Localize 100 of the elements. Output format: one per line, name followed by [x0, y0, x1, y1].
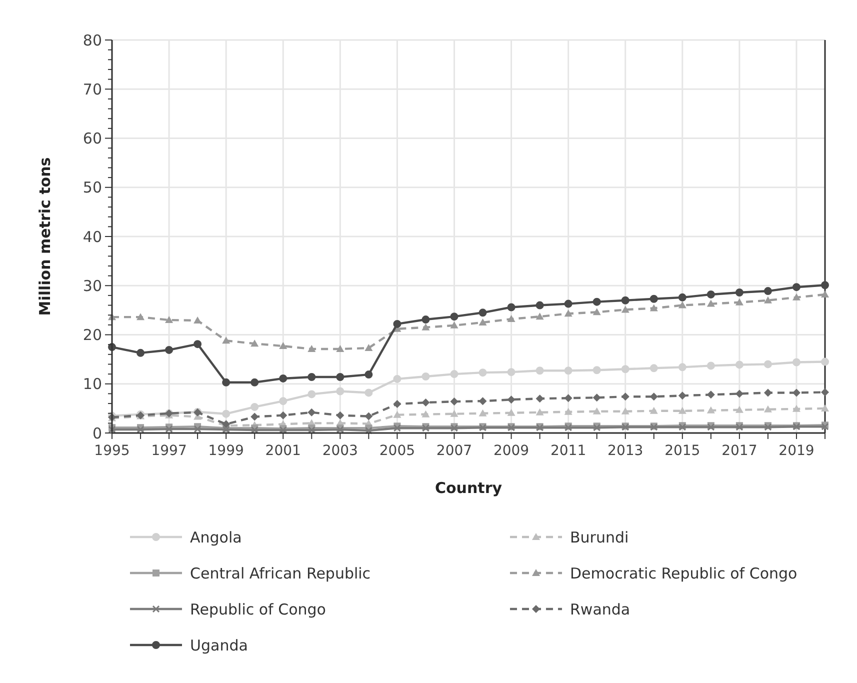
point — [564, 394, 572, 402]
point — [592, 394, 601, 402]
point — [678, 392, 686, 400]
point — [478, 397, 487, 406]
x-tick-label: 2019 — [778, 443, 814, 459]
point — [165, 316, 174, 324]
point — [764, 296, 772, 304]
point — [393, 410, 402, 418]
y-tick-label: 50 — [82, 178, 102, 197]
point — [536, 301, 544, 310]
point — [364, 426, 372, 434]
point — [792, 388, 800, 397]
point — [393, 400, 402, 408]
point — [650, 364, 658, 372]
point — [678, 363, 686, 372]
x-tick-label: 2013 — [608, 443, 644, 459]
x-tick-label: 2001 — [265, 443, 301, 459]
y-tick-label: 0 — [92, 424, 102, 442]
x-axis-title: Country — [434, 479, 502, 497]
point — [422, 316, 430, 324]
y-tick-label: 30 — [82, 276, 102, 295]
y-tick-label: 60 — [82, 130, 102, 148]
point — [650, 406, 658, 414]
point — [792, 358, 800, 366]
point — [592, 298, 601, 306]
point — [507, 368, 516, 376]
point — [650, 304, 658, 312]
point — [792, 293, 800, 300]
point — [308, 390, 316, 398]
point — [250, 402, 259, 411]
point — [308, 408, 316, 416]
point — [450, 398, 458, 406]
x-tick-label: 2005 — [379, 443, 416, 459]
point — [194, 425, 202, 433]
point — [621, 407, 630, 414]
point — [592, 308, 601, 316]
point — [536, 408, 544, 416]
point — [450, 370, 458, 378]
point — [450, 312, 458, 321]
point — [478, 368, 487, 377]
point — [564, 300, 572, 308]
point — [735, 298, 744, 306]
point — [821, 290, 829, 298]
point — [507, 315, 516, 322]
point — [422, 372, 430, 381]
x-tick-label: 2015 — [664, 443, 700, 459]
point — [706, 300, 715, 307]
point — [450, 410, 458, 417]
point — [364, 388, 373, 397]
y-tick-label: 20 — [82, 326, 102, 344]
point — [478, 409, 487, 416]
point — [194, 340, 202, 348]
point — [821, 404, 829, 412]
point — [678, 406, 686, 414]
point — [821, 388, 829, 396]
legend-label: Rwanda — [570, 600, 630, 618]
point — [536, 366, 544, 375]
point — [536, 312, 544, 320]
point — [222, 410, 230, 418]
point — [336, 344, 344, 352]
point — [422, 323, 430, 330]
point — [222, 336, 230, 344]
point — [279, 342, 288, 350]
point — [678, 293, 686, 302]
point — [393, 374, 402, 383]
point — [136, 348, 145, 357]
point — [165, 346, 174, 354]
point — [764, 287, 772, 296]
x-tick-label: 2017 — [722, 443, 758, 459]
point — [279, 397, 288, 406]
point — [735, 360, 744, 369]
point — [364, 344, 373, 352]
point — [564, 366, 572, 375]
point — [336, 411, 344, 420]
point — [250, 378, 259, 386]
point — [764, 388, 772, 397]
point — [764, 360, 772, 368]
point — [564, 310, 572, 317]
y-tick-label: 70 — [82, 80, 102, 98]
point — [764, 405, 772, 412]
x-tick-label: 2007 — [436, 443, 472, 459]
point — [250, 412, 259, 421]
point — [821, 281, 829, 290]
point — [706, 406, 715, 414]
y-tick-label: 80 — [82, 31, 102, 50]
point — [621, 392, 630, 401]
point — [650, 294, 658, 303]
point — [650, 392, 658, 401]
legend-label: Uganda — [190, 636, 248, 654]
legend-label: Burundi — [570, 528, 629, 546]
point — [478, 308, 487, 317]
point — [422, 410, 430, 418]
point — [222, 378, 230, 386]
point — [250, 340, 259, 347]
point — [706, 290, 715, 298]
x-tick-label: 1997 — [151, 443, 187, 459]
point — [821, 358, 829, 366]
point — [308, 372, 316, 381]
point — [279, 411, 288, 420]
point — [735, 390, 744, 398]
